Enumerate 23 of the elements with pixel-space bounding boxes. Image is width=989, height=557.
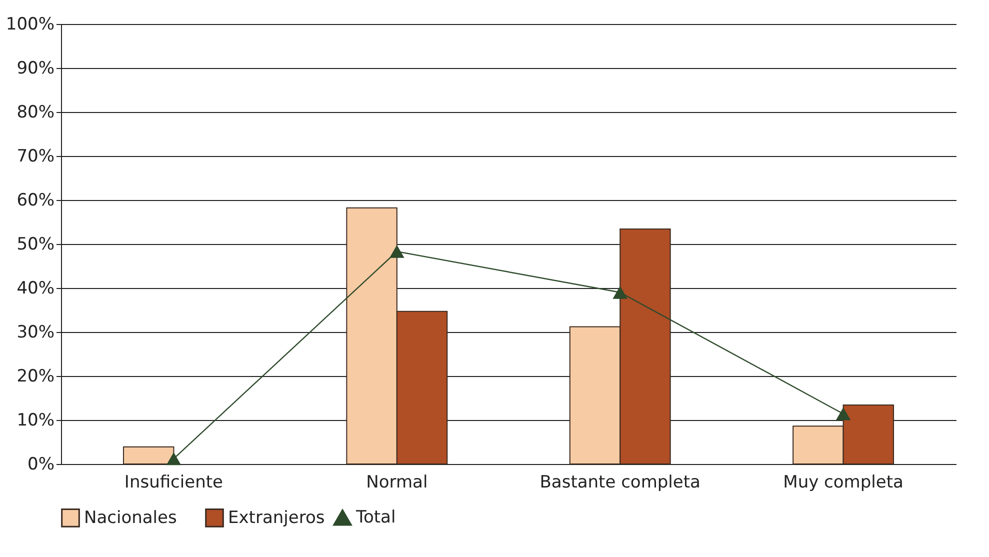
- x-tick-label: Normal: [366, 472, 428, 492]
- y-tick-label: 40%: [16, 278, 54, 298]
- point: [836, 407, 851, 420]
- point: [389, 245, 404, 258]
- point: [166, 452, 182, 466]
- legend-label: Total: [355, 508, 396, 528]
- y-tick-label: 20%: [16, 366, 54, 386]
- y-tick-label: 80%: [16, 102, 54, 122]
- y-tick-label: 10%: [16, 410, 54, 430]
- point: [612, 286, 628, 299]
- x-tick-label: Bastante completa: [540, 472, 700, 492]
- legend-label: Nacionales: [84, 508, 177, 528]
- y-tick-label: 90%: [16, 58, 54, 78]
- y-tick-label: 50%: [16, 234, 54, 254]
- legend-label: Extranjeros: [228, 508, 325, 528]
- y-tick-label: 0%: [28, 454, 54, 474]
- x-tick-label: Muy completa: [783, 472, 904, 492]
- y-tick-label: 60%: [16, 190, 54, 210]
- bar: [122, 446, 174, 464]
- x-tick-label: Insuficiente: [124, 472, 223, 492]
- y-tick-label: 100%: [6, 14, 54, 34]
- y-tick-label: 30%: [16, 322, 54, 342]
- y-tick-label: 70%: [16, 146, 54, 166]
